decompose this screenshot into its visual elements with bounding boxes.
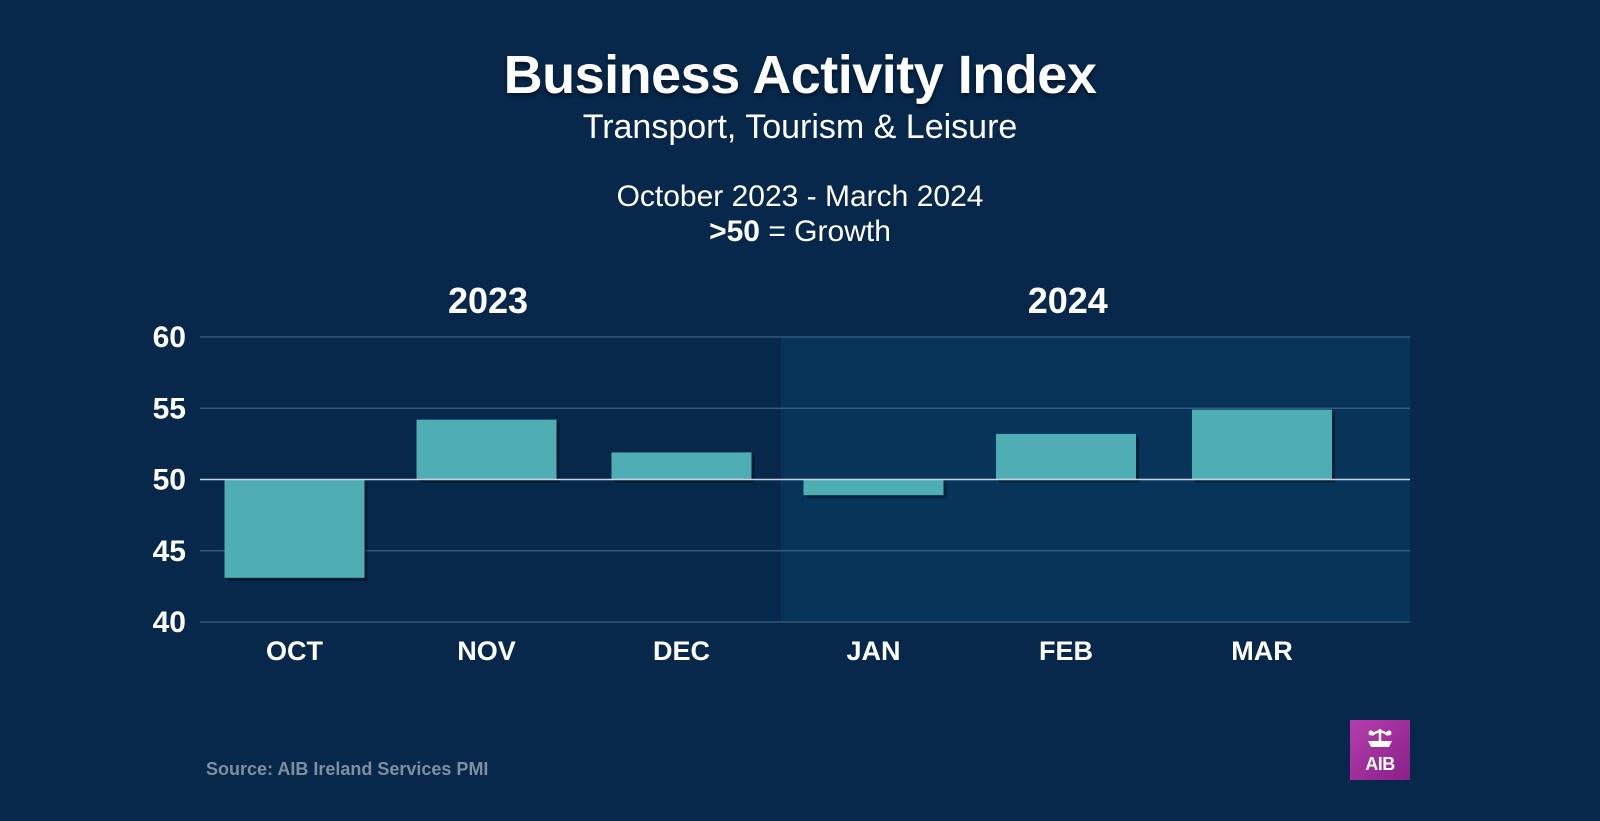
x-tick-label: FEB xyxy=(1039,636,1093,666)
group-label: 2024 xyxy=(1028,280,1108,321)
x-tick-label: OCT xyxy=(266,636,324,666)
x-tick-label: NOV xyxy=(457,636,516,666)
source-note: Source: AIB Ireland Services PMI xyxy=(206,759,489,779)
x-tick-label: MAR xyxy=(1231,636,1293,666)
chart-subtitle: Transport, Tourism & Leisure xyxy=(582,108,1018,146)
growth-note: >50 = Growth xyxy=(0,215,1600,249)
y-tick-label: 45 xyxy=(153,535,186,568)
logo-text: AIB xyxy=(1365,754,1395,774)
aib-ark-icon xyxy=(1368,729,1392,747)
aib-logo: AIB xyxy=(1350,720,1410,780)
y-tick-label: 40 xyxy=(153,606,186,639)
group-label: 2023 xyxy=(448,280,528,321)
growth-threshold: >50 xyxy=(709,215,760,248)
growth-text: = Growth xyxy=(768,215,891,248)
y-tick-label: 60 xyxy=(153,321,186,354)
y-tick-label: 50 xyxy=(153,464,186,497)
bar-mar xyxy=(1192,409,1332,480)
x-tick-label: DEC xyxy=(653,636,710,666)
bar-feb xyxy=(996,433,1136,480)
y-tick-label: 55 xyxy=(153,392,186,425)
bar-nov xyxy=(416,419,557,480)
bar-oct xyxy=(224,479,365,578)
chart-title: Business Activity Index xyxy=(503,45,1097,105)
bar-jan xyxy=(803,479,944,496)
bar-dec xyxy=(611,452,752,480)
x-tick-label: JAN xyxy=(846,636,900,666)
date-range: October 2023 - March 2024 xyxy=(616,180,984,213)
